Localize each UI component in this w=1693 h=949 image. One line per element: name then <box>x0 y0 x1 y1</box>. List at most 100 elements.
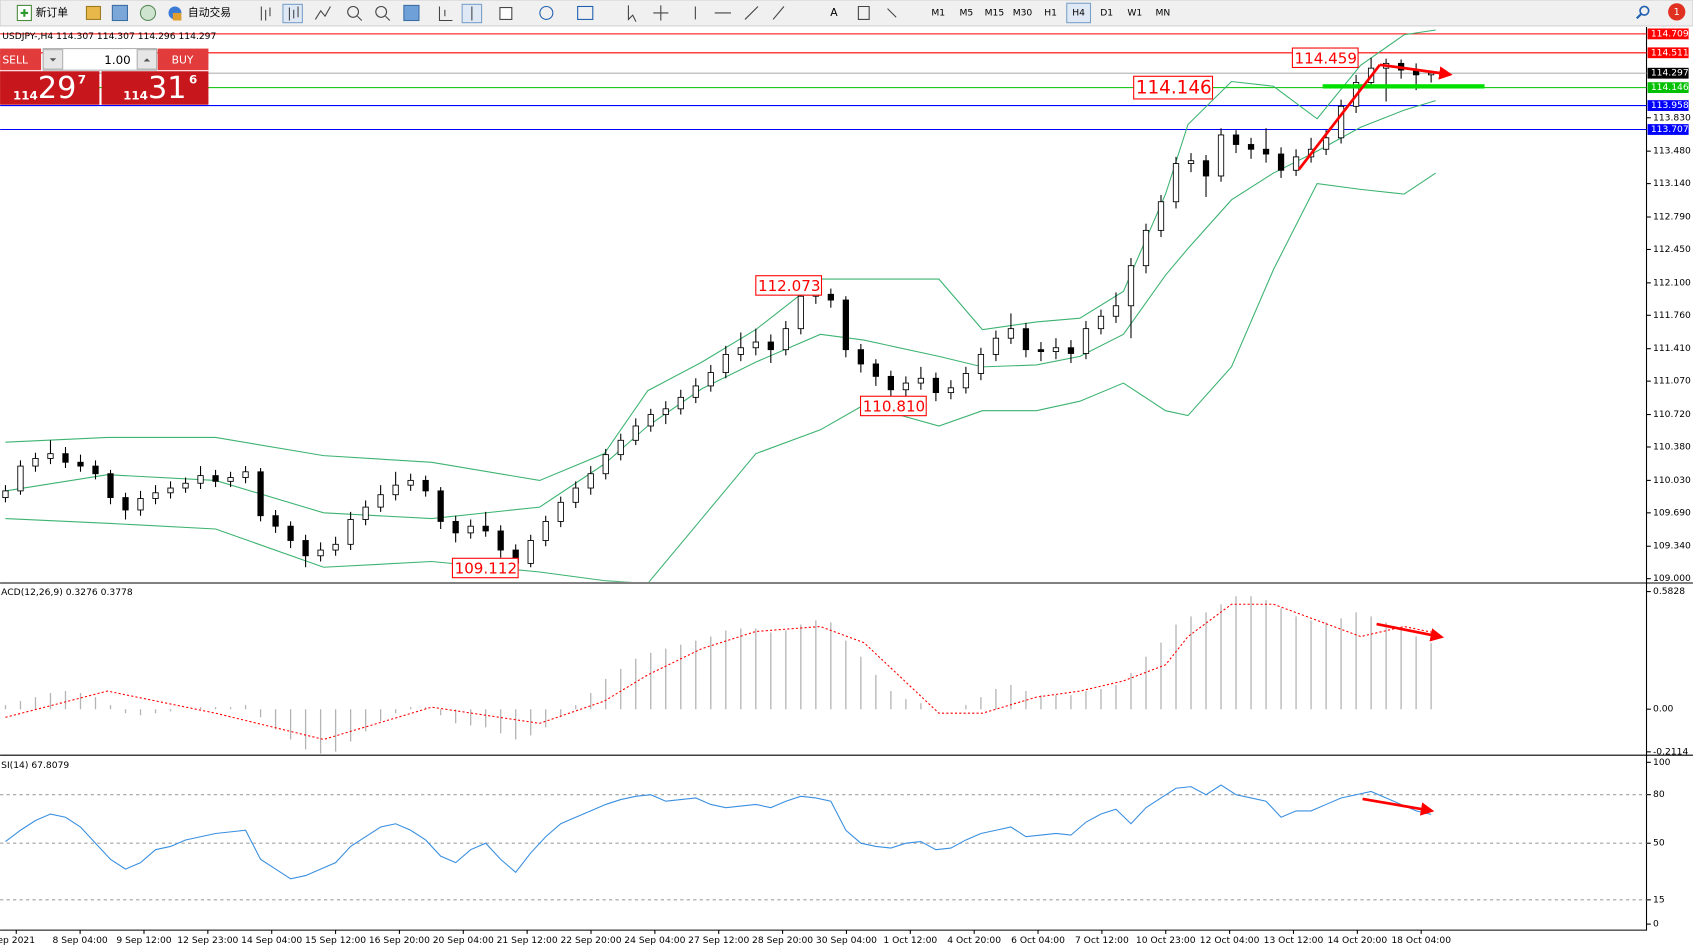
drawn-level <box>1322 84 1485 89</box>
candle-body <box>917 377 925 384</box>
price-annotation: 110.810 <box>863 398 925 416</box>
level-label: 114.709 <box>1651 28 1689 39</box>
x-tick-label: 21 Sep 12:00 <box>497 935 558 946</box>
notification-count: 1 <box>1674 7 1680 18</box>
timeframe[interactable]: H1 <box>1044 7 1057 18</box>
candle-body <box>272 515 279 527</box>
y-tick-label: 109.690 <box>1653 507 1691 518</box>
candle-body <box>32 458 39 467</box>
y-tick-label: 113.830 <box>1653 112 1691 123</box>
candle-body <box>1082 328 1090 354</box>
candle-body <box>1097 315 1105 330</box>
toolbar-bg <box>0 0 1693 27</box>
candle-body <box>317 549 324 557</box>
text-tool[interactable]: A <box>830 6 838 19</box>
candle-body <box>347 519 354 545</box>
chart-tools[interactable] <box>260 3 897 24</box>
timeframe[interactable]: M1 <box>931 7 945 18</box>
level-label: 114.511 <box>1651 47 1689 58</box>
drawn-arrow <box>1376 622 1445 642</box>
drawn-arrow <box>1362 797 1435 816</box>
candle-body <box>752 341 759 349</box>
x-tick-label: 12 Sep 23:00 <box>177 935 238 946</box>
y-tick-label: 112.450 <box>1653 244 1691 255</box>
candle-body <box>707 372 714 387</box>
macd-label: ACD(12,26,9) 0.3276 0.3778 <box>1 587 133 598</box>
candle-body <box>1127 265 1135 307</box>
candle-body <box>542 520 549 541</box>
sell-button[interactable] <box>0 48 42 71</box>
candle-body <box>377 494 384 508</box>
search[interactable] <box>1636 5 1650 20</box>
timeframe[interactable]: MN <box>1155 7 1170 18</box>
candle-body <box>17 465 24 492</box>
candle-body <box>902 382 910 391</box>
new-order-button[interactable]: 新订单 <box>16 4 69 22</box>
x-tick-label: 20 Sep 04:00 <box>433 935 494 946</box>
candle-body <box>857 349 864 365</box>
candle-body <box>1142 229 1150 267</box>
timeframe[interactable]: W1 <box>1127 7 1142 18</box>
y-tick-label: 113.480 <box>1653 146 1691 157</box>
x-tick-label: 14 Oct 20:00 <box>1327 935 1387 946</box>
price-annotation: 112.073 <box>758 277 820 295</box>
macd-pane <box>4 596 1436 754</box>
sell-price-pips: 29 <box>38 71 76 106</box>
y-tick-label: 111.760 <box>1653 310 1691 321</box>
timeframe[interactable]: M30 <box>1013 7 1033 18</box>
price-annotation: 114.459 <box>1295 49 1357 67</box>
sell-price-big-figure: 114 <box>13 89 38 103</box>
x-tick-label: 7 Oct 12:00 <box>1075 935 1129 946</box>
x-tick-label: 9 Sep 12:00 <box>116 935 171 946</box>
candle-body <box>212 475 219 482</box>
candle-body <box>1007 328 1015 339</box>
y-tick-label: 80 <box>1653 789 1665 800</box>
y-tick-label: 110.030 <box>1653 475 1691 486</box>
timeframe[interactable]: M5 <box>959 7 973 18</box>
y-tick-label: 0 <box>1653 919 1659 930</box>
price-annotation: 109.112 <box>455 560 517 578</box>
lot-value: 1.00 <box>104 53 130 67</box>
timeframe[interactable]: H4 <box>1072 7 1085 18</box>
buy-price-box[interactable] <box>101 71 209 105</box>
timeframe[interactable]: M15 <box>985 7 1005 18</box>
y-tick-label: 113.140 <box>1653 178 1691 189</box>
trade-panel: USDJPY-,H4 114.307 114.307 114.296 114.2… <box>0 31 217 106</box>
price-pane <box>0 29 1647 582</box>
candle-body <box>422 479 429 492</box>
candle-body <box>437 490 444 522</box>
icon[interactable] <box>85 5 102 20</box>
level-label-bg <box>1647 28 1689 40</box>
candle-body <box>197 475 204 484</box>
candle-body <box>1067 347 1075 354</box>
candle-body <box>632 425 639 441</box>
timeframe[interactable]: D1 <box>1100 7 1113 18</box>
auto-trading-button[interactable]: 自动交易 <box>168 6 231 21</box>
sell-price-point: 7 <box>78 72 86 86</box>
candle-body <box>872 363 879 377</box>
icon[interactable] <box>139 4 157 22</box>
y-tick-label: 15 <box>1653 894 1665 905</box>
drawn-arrow <box>1379 63 1453 80</box>
candle-body <box>782 328 789 351</box>
candle-body <box>107 473 114 498</box>
candle-body <box>977 353 985 374</box>
level-label-bg <box>1647 100 1689 111</box>
x-tick-label: 6 Oct 04:00 <box>1011 935 1065 946</box>
sell-price-box[interactable] <box>0 71 100 105</box>
new-order-label: 新订单 <box>36 6 69 19</box>
candle-body <box>452 520 459 534</box>
candle-body <box>302 540 309 557</box>
x-tick-label: 13 Oct 12:00 <box>1264 935 1324 946</box>
candle-body <box>527 540 534 564</box>
notifications[interactable]: 1 <box>1668 3 1686 21</box>
candle-body <box>1337 105 1345 139</box>
x-tick-label: 1 Oct 12:00 <box>883 935 937 946</box>
candle-body <box>1292 156 1300 171</box>
x-tick-label: 24 Sep 04:00 <box>624 935 685 946</box>
icon[interactable] <box>111 4 129 22</box>
candle-body <box>557 501 564 522</box>
buy-button[interactable] <box>157 48 209 71</box>
y-tick-label: 110.720 <box>1653 409 1691 420</box>
